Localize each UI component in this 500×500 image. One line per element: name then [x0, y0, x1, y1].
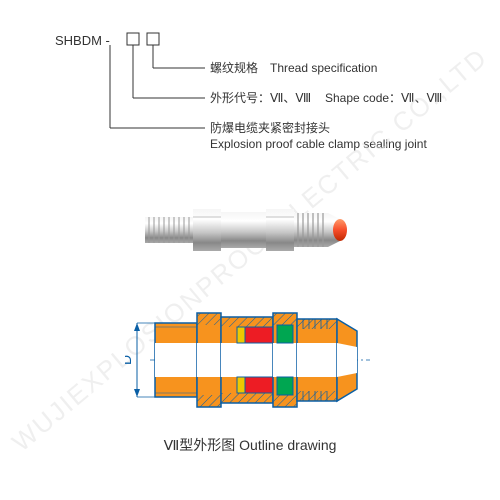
photo-body	[221, 212, 266, 248]
tech-svg: D	[125, 295, 375, 425]
photo-svg	[140, 195, 360, 265]
drawing-body	[221, 317, 273, 403]
product-photo	[140, 195, 360, 265]
drawing-end	[337, 319, 357, 401]
label-1-cn: 螺纹规格	[210, 60, 258, 75]
code-box-2	[147, 33, 159, 45]
code-diagram-svg: SHBDM - 螺纹规格 Thread specification 外形代号：Ⅶ…	[55, 30, 455, 170]
code-prefix: SHBDM -	[55, 33, 110, 48]
label-2-en: Shape code：Ⅶ、Ⅷ	[325, 91, 442, 105]
label-3-en: Explosion proof cable clamp sealing join…	[210, 137, 427, 151]
caption: Ⅶ型外形图 Outline drawing	[0, 435, 500, 455]
technical-drawing: D	[125, 295, 375, 425]
label-2-cn: 外形代号：Ⅶ、Ⅷ	[210, 91, 311, 105]
caption-en: Outline drawing	[239, 437, 336, 453]
photo-seal	[333, 219, 347, 241]
photo-nut2	[266, 209, 294, 251]
drawing-thread-section	[155, 323, 197, 397]
label-1-en: Thread specification	[270, 61, 377, 75]
drawing-gland	[297, 319, 337, 401]
photo-nut1	[193, 209, 221, 251]
label-3-cn: 防爆电缆夹紧密封接头	[210, 120, 330, 135]
caption-cn: Ⅶ型外形图	[164, 437, 236, 453]
drawing-nut1	[197, 313, 221, 407]
code-designation-diagram: SHBDM - 螺纹规格 Thread specification 外形代号：Ⅶ…	[55, 30, 455, 160]
dim-d-label: D	[125, 355, 134, 365]
drawing-nut2	[273, 313, 297, 407]
code-box-1	[127, 33, 139, 45]
